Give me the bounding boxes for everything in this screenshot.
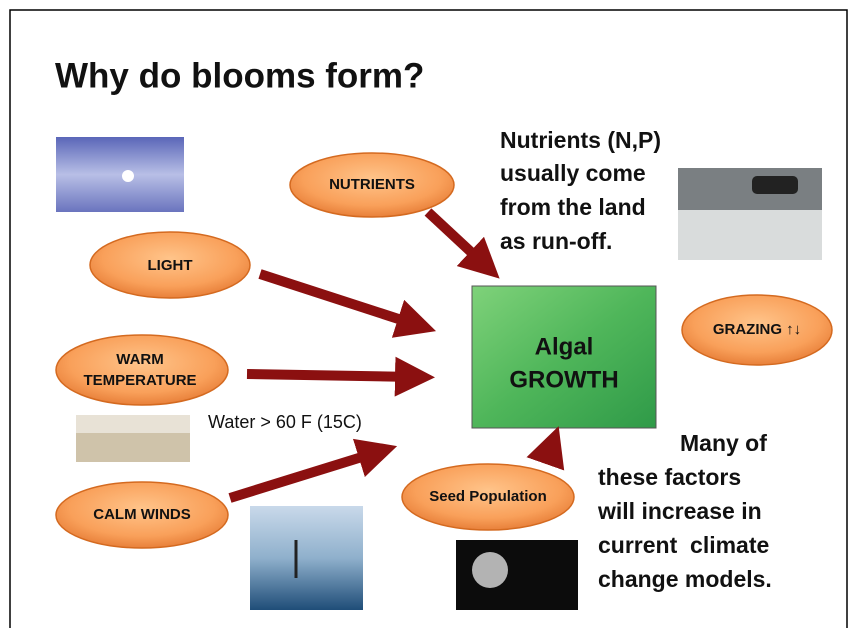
factor-oval bbox=[56, 335, 228, 405]
factor-label: GRAZING ↑↓ bbox=[713, 321, 801, 338]
center-label: Algal bbox=[535, 333, 594, 360]
water-note: Water > 60 F (15C) bbox=[208, 412, 362, 432]
paddle-photo bbox=[250, 506, 363, 610]
factor-label: TEMPERATURE bbox=[83, 372, 196, 389]
sun bbox=[122, 170, 134, 182]
climate-note: Many of bbox=[680, 430, 767, 456]
climate-note: will increase in bbox=[597, 498, 762, 524]
factor-label: LIGHT bbox=[148, 257, 193, 274]
arrow bbox=[546, 445, 552, 462]
climate-note: current climate bbox=[598, 532, 769, 558]
nutrient-note: from the land bbox=[500, 194, 646, 220]
factor-label: NUTRIENTS bbox=[329, 176, 415, 193]
factor-label: CALM WINDS bbox=[93, 506, 191, 523]
dandelion bbox=[472, 552, 508, 588]
nutrient-note: usually come bbox=[500, 160, 646, 186]
sky-photo bbox=[56, 137, 184, 212]
car bbox=[752, 176, 798, 194]
center-label: GROWTH bbox=[509, 366, 618, 393]
beach-sky bbox=[76, 415, 190, 433]
slide: Why do blooms form? Algal GROWTH NUTRIEN… bbox=[0, 0, 857, 628]
climate-note: these factors bbox=[598, 464, 741, 490]
nutrient-note: as run-off. bbox=[500, 228, 612, 254]
climate-note: change models. bbox=[598, 566, 772, 592]
factor-label: Seed Population bbox=[429, 488, 547, 505]
nutrient-note: Nutrients (N,P) bbox=[500, 127, 661, 153]
slide-title: Why do blooms form? bbox=[55, 56, 424, 95]
arrow bbox=[247, 374, 415, 377]
factor-label: WARM bbox=[116, 351, 164, 368]
runoff-water bbox=[678, 210, 822, 260]
